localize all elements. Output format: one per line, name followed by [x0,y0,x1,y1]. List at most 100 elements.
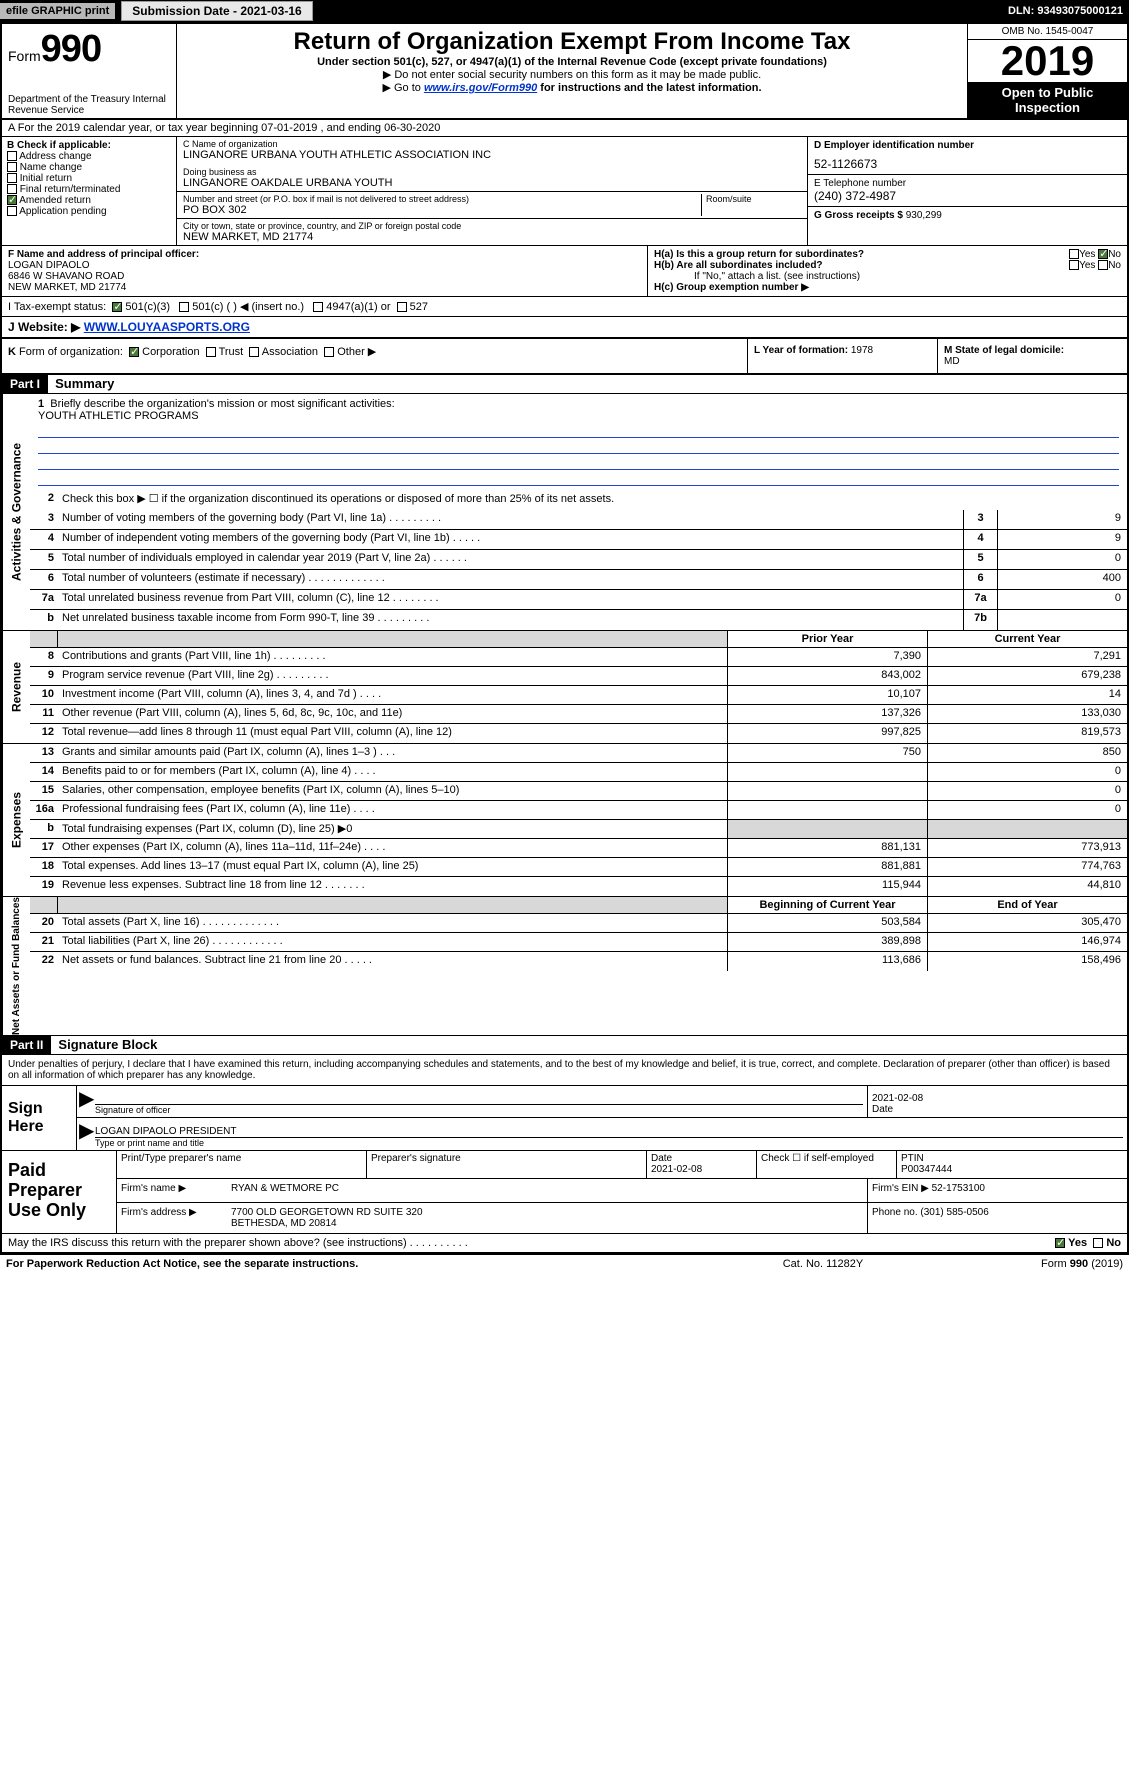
vlabel-netassets: Net Assets or Fund Balances [2,897,30,1035]
data-line: 11Other revenue (Part VIII, column (A), … [30,705,1127,724]
org-name: LINGANORE URBANA YOUTH ATHLETIC ASSOCIAT… [183,149,801,161]
row-i-tax-status: I Tax-exempt status: 501(c)(3) 501(c) ( … [2,297,1127,317]
checkbox-application-pending[interactable] [7,206,17,216]
data-line: 18Total expenses. Add lines 13–17 (must … [30,858,1127,877]
street-address: PO BOX 302 [183,204,701,216]
begin-year-hdr: Beginning of Current Year [727,897,927,913]
summary-netassets: Net Assets or Fund Balances Beginning of… [2,896,1127,1036]
open-inspection: Open to Public Inspection [968,82,1127,118]
ha-yes[interactable] [1069,249,1079,259]
hb-no[interactable] [1098,260,1108,270]
vlabel-governance: Activities & Governance [2,394,30,630]
gov-line: 6Total number of volunteers (estimate if… [30,570,1127,590]
data-line: 19Revenue less expenses. Subtract line 1… [30,877,1127,896]
checkbox-501c3[interactable] [112,302,122,312]
footer: For Paperwork Reduction Act Notice, see … [0,1255,1129,1273]
top-bar: efile GRAPHIC print Submission Date - 20… [0,0,1129,22]
checkbox-association[interactable] [249,347,259,357]
officer-name: LOGAN DIPAOLO PRESIDENT [95,1126,1123,1137]
prior-year-hdr: Prior Year [727,631,927,647]
subtitle-2: ▶ Do not enter social security numbers o… [187,68,957,81]
data-line: 13Grants and similar amounts paid (Part … [30,744,1127,763]
ha-no[interactable] [1098,249,1108,259]
checkbox-corporation[interactable] [129,347,139,357]
gov-line: 5Total number of individuals employed in… [30,550,1127,570]
firm-address: 7700 OLD GEORGETOWN RD SUITE 320 BETHESD… [227,1203,867,1233]
subtitle-3: ▶ Go to www.irs.gov/Form990 for instruct… [187,81,957,94]
gov-line: 7aTotal unrelated business revenue from … [30,590,1127,610]
checkbox-name-change[interactable] [7,162,17,172]
form-of-org: K Form of organization: Corporation Trus… [2,339,747,373]
sign-arrow-icon: ▶ [77,1086,91,1117]
tax-year-line: A For the 2019 calendar year, or tax yea… [2,120,1127,137]
part2-header: Part II Signature Block [2,1036,1127,1055]
paid-preparer-label: Paid Preparer Use Only [2,1151,117,1233]
vlabel-expenses: Expenses [2,744,30,896]
checkbox-initial-return[interactable] [7,173,17,183]
form-title: Return of Organization Exempt From Incom… [187,28,957,56]
firm-name: RYAN & WETMORE PC [227,1179,867,1202]
data-line: 10Investment income (Part VIII, column (… [30,686,1127,705]
state-domicile: MD [944,356,960,367]
subtitle-1: Under section 501(c), 527, or 4947(a)(1)… [187,56,957,68]
data-line: 22Net assets or fund balances. Subtract … [30,952,1127,971]
gov-line: 3Number of voting members of the governi… [30,510,1127,530]
sign-block: Sign Here ▶ Signature of officer 2021-02… [2,1086,1127,1151]
discuss-yes[interactable] [1055,1238,1065,1248]
phone: (240) 372-4987 [814,189,1121,203]
checkbox-trust[interactable] [206,347,216,357]
gross-receipts: 930,299 [906,210,942,221]
dln-label: DLN: 93493075000121 [1008,5,1129,17]
checkbox-amended-return[interactable] [7,195,17,205]
col-b-checkboxes: B Check if applicable: Address change Na… [2,137,177,245]
mission-block: 1 Briefly describe the organization's mi… [30,394,1127,490]
firm-ein: 52-1753100 [932,1183,985,1194]
hb-yes[interactable] [1069,260,1079,270]
irs-link[interactable]: www.irs.gov/Form990 [424,82,537,94]
data-line: 21Total liabilities (Part X, line 26) . … [30,933,1127,952]
website-link[interactable]: WWW.LOUYAASPORTS.ORG [84,320,250,334]
summary-revenue: Revenue Prior Year Current Year 8Contrib… [2,630,1127,743]
current-year-hdr: Current Year [927,631,1127,647]
checkbox-4947[interactable] [313,302,323,312]
checkbox-address-change[interactable] [7,151,17,161]
sign-date: 2021-02-08 [872,1093,1123,1104]
discuss-no[interactable] [1093,1238,1103,1248]
row-j-website: J Website: ▶ WWW.LOUYAASPORTS.ORG [2,317,1127,339]
tax-year: 2019 [968,40,1127,82]
submission-date-button[interactable]: Submission Date - 2021-03-16 [121,1,312,21]
form-body: Form990 Department of the Treasury Inter… [0,22,1129,1255]
preparer-date: 2021-02-08 [651,1164,752,1175]
checkbox-527[interactable] [397,302,407,312]
principal-officer: LOGAN DIPAOLO 6846 W SHAVANO ROAD NEW MA… [8,260,126,293]
col-de: D Employer identification number 52-1126… [807,137,1127,245]
penalty-text: Under penalties of perjury, I declare th… [2,1055,1127,1086]
col-c-org-info: C Name of organization LINGANORE URBANA … [177,137,807,245]
summary-governance: Activities & Governance 1 Briefly descri… [2,394,1127,630]
summary-expenses: Expenses 13Grants and similar amounts pa… [2,743,1127,896]
form-number: Form990 [8,28,170,71]
firm-phone: (301) 585-0506 [920,1207,988,1218]
sign-arrow-icon-2: ▶ [77,1118,91,1150]
data-line: bTotal fundraising expenses (Part IX, co… [30,820,1127,839]
data-line: 14Benefits paid to or for members (Part … [30,763,1127,782]
ptin: P00347444 [901,1164,1123,1175]
dba-name: LINGANORE OAKDALE URBANA YOUTH [183,177,801,189]
ein: 52-1126673 [814,157,1121,171]
checkbox-other[interactable] [324,347,334,357]
part1-header: Part I Summary [2,375,1127,394]
data-line: 17Other expenses (Part IX, column (A), l… [30,839,1127,858]
efile-label: efile GRAPHIC print [0,3,115,19]
gov-line: 2Check this box ▶ ☐ if the organization … [30,490,1127,510]
section-fh: F Name and address of principal officer:… [2,246,1127,297]
checkbox-501c[interactable] [179,302,189,312]
data-line: 15Salaries, other compensation, employee… [30,782,1127,801]
data-line: 8Contributions and grants (Part VIII, li… [30,648,1127,667]
discuss-row: May the IRS discuss this return with the… [2,1234,1127,1253]
dept-label: Department of the Treasury Internal Reve… [8,94,176,116]
mission-text: YOUTH ATHLETIC PROGRAMS [38,410,199,422]
data-line: 12Total revenue—add lines 8 through 11 (… [30,724,1127,743]
sign-here-label: Sign Here [2,1086,77,1150]
gov-line: 4Number of independent voting members of… [30,530,1127,550]
data-line: 16aProfessional fundraising fees (Part I… [30,801,1127,820]
